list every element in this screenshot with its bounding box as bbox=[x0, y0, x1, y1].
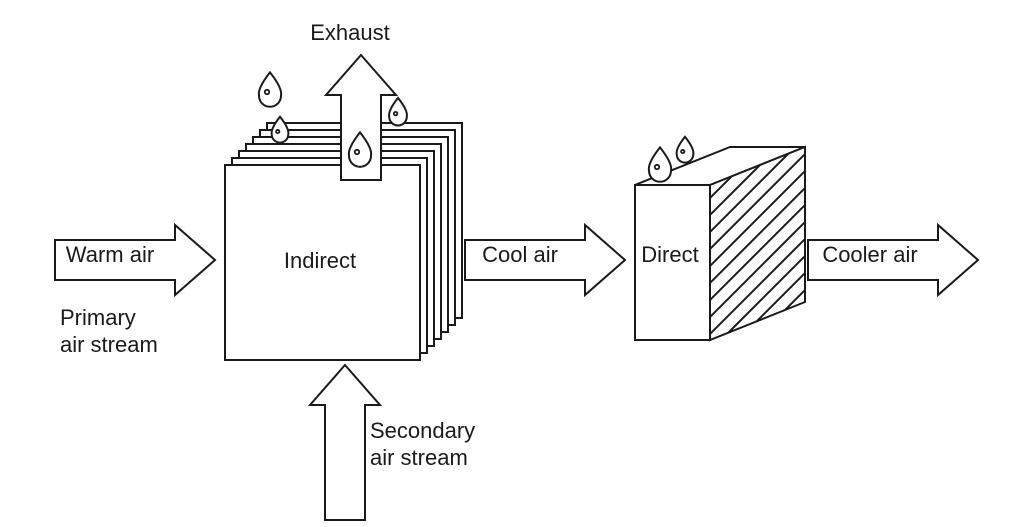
label-direct: Direct bbox=[641, 242, 698, 267]
droplet-direct-0 bbox=[649, 147, 671, 181]
droplet-direct-1 bbox=[677, 137, 694, 163]
label-secondary2: air stream bbox=[370, 445, 468, 470]
label-indirect: Indirect bbox=[284, 248, 356, 273]
droplet-indirect-0 bbox=[259, 72, 281, 106]
label-exhaust: Exhaust bbox=[310, 20, 390, 45]
label-warm_air: Warm air bbox=[66, 242, 154, 267]
droplet-indirect-3 bbox=[389, 98, 407, 126]
label-secondary1: Secondary bbox=[370, 418, 475, 443]
label-primary2: air stream bbox=[60, 332, 158, 357]
label-primary1: Primary bbox=[60, 305, 136, 330]
droplet-indirect-1 bbox=[272, 117, 289, 143]
diagram-canvas: ExhaustWarm airPrimaryair streamIndirect… bbox=[0, 0, 1024, 527]
label-cooler_air: Cooler air bbox=[822, 242, 917, 267]
label-cool_air: Cool air bbox=[482, 242, 558, 267]
